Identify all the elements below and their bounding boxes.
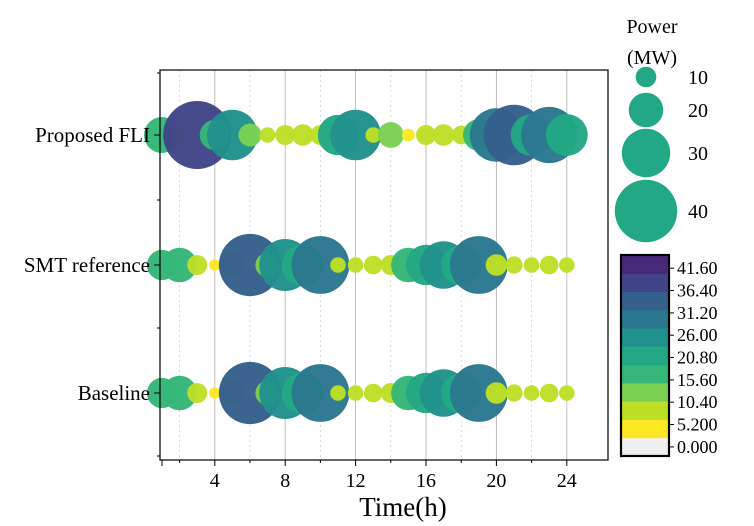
bubble-point	[416, 125, 436, 145]
bubble-point	[259, 127, 276, 143]
bubble-point	[330, 109, 381, 161]
colorbar-bin	[621, 437, 669, 457]
x-tick-label: 24	[557, 470, 577, 492]
size-legend-title-line-1: Power	[626, 16, 677, 38]
colorbar-bin	[621, 255, 669, 274]
size-legend-bubble	[621, 128, 671, 178]
colorbar-tick-label: 31.20	[677, 303, 718, 323]
bubble-point	[330, 257, 346, 273]
size-legend-label: 40	[688, 201, 708, 223]
bubbles	[144, 101, 588, 425]
y-tick-label: Proposed FLI	[35, 123, 150, 147]
bubble-point	[275, 125, 296, 145]
colorbar-bin	[621, 328, 669, 347]
x-tick-label: 20	[486, 470, 506, 492]
bubble-point	[402, 128, 415, 142]
size-legend-label: 20	[688, 100, 708, 122]
bubble-point	[523, 257, 540, 273]
x-tick-label: 16	[416, 470, 436, 492]
size-legend-bubble	[614, 179, 678, 243]
size-legend-label: 30	[688, 143, 708, 165]
y-tick-label: SMT reference	[24, 253, 150, 277]
size-legend-title-line-2: (MW)	[627, 47, 677, 69]
bubble-point	[559, 257, 575, 273]
bubble-point	[347, 385, 364, 401]
colorbar-tick-label: 41.60	[677, 258, 718, 278]
bubble-point	[363, 255, 383, 275]
colorbar-bin	[621, 419, 669, 439]
colorbar-tick-label: 15.60	[677, 370, 718, 390]
bubble-point	[559, 385, 575, 401]
bubble-point	[449, 364, 508, 422]
size-legend-label: 10	[688, 67, 708, 89]
bubble-point	[505, 384, 523, 402]
bubble-point	[539, 255, 559, 275]
colorbar-bin	[621, 346, 669, 366]
bubble-point	[347, 257, 364, 273]
colorbar-frame	[619, 253, 671, 458]
bubble-point	[209, 387, 221, 399]
bubble-point	[330, 385, 346, 401]
axes: 4 8 12 16 20 24 Proposed FLI SMT reference Basel…	[24, 72, 577, 492]
bubble-point	[432, 124, 455, 146]
colorbar-tick-label: 36.40	[677, 281, 718, 301]
colorbar-bin	[621, 401, 669, 420]
bubble-point	[291, 364, 350, 422]
colorbar-tick-label: 10.40	[677, 392, 718, 412]
colorbar-bin	[621, 364, 669, 384]
bubble-point	[187, 383, 208, 403]
bubble-point	[162, 247, 197, 283]
bubble-point	[162, 375, 197, 411]
colorbar-tick-label: 26.00	[677, 325, 718, 345]
size-legend-bubble	[628, 92, 664, 128]
colorbar-bin	[621, 382, 669, 402]
bubble-point	[377, 122, 404, 148]
bubble-point	[291, 236, 350, 294]
bubble-point	[238, 123, 262, 147]
colorbar-tick-label: 20.80	[677, 348, 718, 368]
x-tick-label: 4	[210, 470, 220, 492]
colorbar-bin	[621, 291, 669, 311]
colorbar-tick-label: 5.200	[677, 415, 718, 435]
size-legend: Power (MW) 10 20 30 40	[614, 16, 708, 243]
bubble-point	[523, 385, 540, 401]
y-tick-label: Baseline	[78, 381, 150, 405]
size-legend-bubble	[635, 66, 657, 88]
x-tick-label: 12	[346, 470, 366, 492]
bubble-point	[485, 382, 508, 404]
bubble-point	[363, 383, 383, 403]
bubble-point	[539, 383, 559, 403]
bubble-point	[209, 259, 221, 271]
colorbar-bin	[621, 309, 669, 329]
bubble-point	[187, 255, 208, 275]
colorbar-tick-label: 0.000	[677, 437, 718, 457]
x-axis-label: Time(h)	[359, 492, 447, 522]
colorbar-bin	[621, 273, 669, 293]
bubble-point	[485, 254, 508, 276]
bubble-point	[292, 124, 314, 146]
bubble-point	[545, 114, 588, 156]
bubble-point	[505, 256, 523, 274]
bubble-point	[365, 127, 382, 143]
bubble-point	[449, 236, 508, 294]
x-tick-label: 8	[280, 470, 290, 492]
bubble-point	[207, 109, 258, 161]
